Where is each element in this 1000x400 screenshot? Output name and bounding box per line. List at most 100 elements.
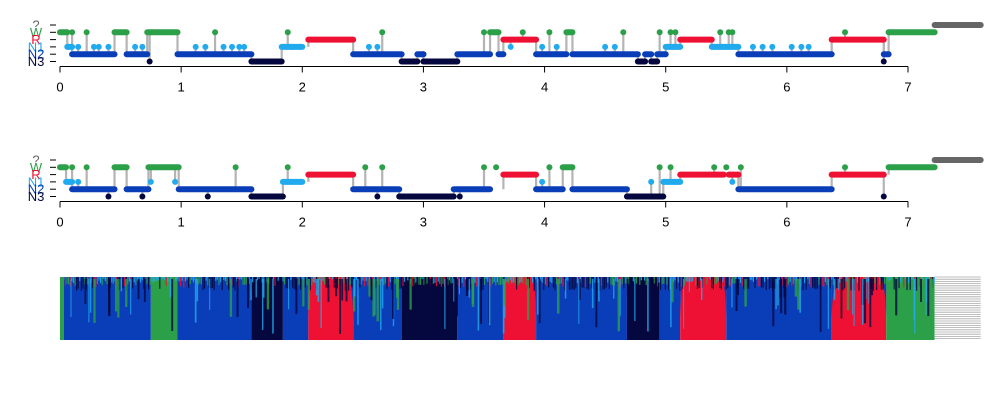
probability-streak (302, 279, 305, 307)
probability-fringe (533, 277, 535, 291)
probability-fringe (821, 277, 823, 286)
probability-fringe (682, 277, 684, 289)
probability-fringe (80, 277, 82, 291)
stage-epoch-point (83, 29, 90, 36)
probability-block-N2 (536, 277, 627, 340)
probability-fringe (428, 277, 430, 290)
probability-fringe (751, 277, 753, 281)
probability-fringe (709, 277, 711, 280)
x-tick-label: 1 (178, 80, 185, 95)
probability-fringe (882, 277, 884, 290)
probability-fringe (391, 277, 393, 290)
probability-streak (209, 279, 211, 310)
probability-fringe (132, 277, 134, 289)
probability-fringe (616, 277, 618, 282)
probability-fringe (330, 277, 332, 288)
stage-epoch-point (289, 43, 296, 50)
probability-fringe (650, 277, 652, 289)
probability-streak (526, 279, 530, 321)
probability-streak (853, 279, 855, 326)
probability-fringe (548, 277, 550, 288)
probability-fringe (746, 277, 748, 289)
probability-fringe (607, 277, 609, 283)
probability-fringe (306, 277, 308, 286)
probability-fringe (658, 277, 660, 283)
probability-streak (353, 279, 356, 297)
probability-fringe (829, 277, 831, 289)
probability-fringe (498, 277, 500, 286)
probability-fringe (159, 277, 161, 289)
probability-streak (255, 279, 257, 298)
probability-fringe (909, 277, 911, 290)
probability-fringe (517, 277, 519, 286)
probability-fringe (253, 277, 255, 289)
probability-fringe (399, 277, 401, 289)
stage-epoch-point (620, 29, 627, 36)
stage-epoch-point (69, 29, 76, 36)
probability-fringe (205, 277, 207, 281)
probability-fringe (575, 277, 577, 289)
probability-fringe (663, 277, 665, 284)
probability-fringe (432, 277, 434, 284)
probability-fringe (781, 277, 783, 286)
probability-fringe (836, 277, 838, 289)
probability-edge (532, 277, 537, 317)
probability-fringe (740, 277, 742, 284)
stage-epoch-point (656, 29, 663, 36)
probability-fringe (264, 277, 266, 291)
probability-fringe (757, 277, 759, 287)
probability-fringe (256, 277, 258, 281)
probability-fringe (301, 277, 303, 280)
probability-fringe (749, 277, 751, 280)
probability-fringe (704, 277, 706, 287)
probability-fringe (223, 277, 225, 280)
probability-fringe (202, 277, 204, 291)
probability-fringe (812, 277, 814, 288)
probability-fringe (207, 277, 209, 286)
probability-streak (89, 279, 92, 313)
probability-fringe (258, 277, 260, 280)
stage-epoch-point (788, 43, 795, 50)
probability-block-W (150, 277, 178, 340)
probability-streak (670, 279, 672, 328)
probability-fringe (500, 277, 502, 285)
probability-fringe (508, 277, 510, 284)
probability-fringe (770, 277, 772, 289)
probability-fringe (858, 277, 860, 291)
probability-streak (88, 279, 90, 323)
probability-streak (819, 279, 822, 333)
probability-fringe (800, 277, 802, 287)
probability-fringe (842, 277, 844, 291)
stage-epoch-point (493, 164, 500, 171)
x-tick-label: 0 (56, 215, 63, 230)
probability-fringe (157, 277, 159, 280)
probability-fringe (325, 277, 327, 288)
probability-fringe (252, 277, 254, 283)
probability-streak (335, 279, 338, 297)
probability-fringe (215, 277, 217, 281)
probability-fringe (405, 277, 407, 291)
probability-fringe (101, 277, 103, 285)
x-tick-label: 3 (420, 215, 427, 230)
probability-fringe (239, 277, 241, 280)
x-tick-label: 1 (178, 215, 185, 230)
probability-fringe (423, 277, 425, 285)
probability-streak (837, 279, 839, 291)
probability-streak (381, 279, 384, 309)
probability-fringe (404, 277, 406, 282)
probability-fringe (124, 277, 126, 287)
probability-fringe (111, 277, 113, 283)
probability-fringe (146, 277, 148, 284)
stage-epoch-point (729, 29, 736, 36)
probability-streak (626, 279, 629, 297)
stage-epoch-point (667, 164, 674, 171)
probability-fringe (602, 277, 604, 290)
probability-streak (339, 279, 342, 334)
probability-fringe (743, 277, 745, 290)
probability-fringe (839, 277, 841, 283)
probability-fringe (724, 277, 726, 287)
probability-streak (735, 279, 738, 312)
probability-streak (396, 279, 400, 310)
probability-streak (70, 279, 72, 318)
probability-fringe (181, 277, 183, 281)
